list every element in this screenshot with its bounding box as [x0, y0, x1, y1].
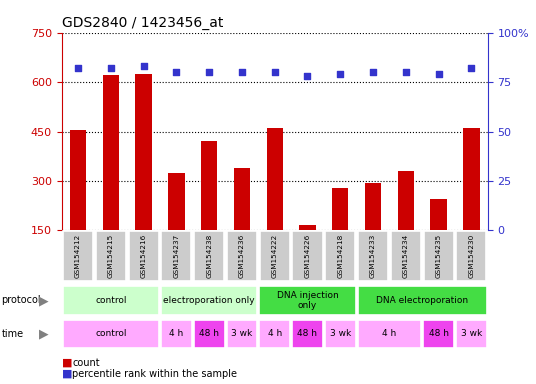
Text: 3 wk: 3 wk [461, 329, 482, 338]
Bar [292, 319, 323, 348]
Text: 48 h: 48 h [199, 329, 219, 338]
Point [74, 65, 83, 71]
Bar [325, 319, 356, 348]
Point [139, 63, 148, 70]
Bar [299, 225, 316, 280]
Text: ▶: ▶ [39, 327, 48, 340]
Bar [423, 232, 453, 281]
Text: DNA injection
only: DNA injection only [277, 291, 338, 310]
Text: GSM154237: GSM154237 [173, 234, 180, 278]
Bar [63, 286, 159, 315]
Bar [391, 232, 421, 281]
Text: ■: ■ [62, 369, 72, 379]
Bar [423, 319, 454, 348]
Point [107, 65, 115, 71]
Text: percentile rank within the sample: percentile rank within the sample [72, 369, 237, 379]
Text: GSM154226: GSM154226 [304, 234, 310, 278]
Text: GSM154222: GSM154222 [272, 234, 278, 278]
Point [271, 69, 279, 75]
Point [401, 69, 410, 75]
Bar [201, 141, 217, 280]
Point [172, 69, 181, 75]
Text: control: control [95, 329, 126, 338]
Text: 4 h: 4 h [382, 329, 397, 338]
Bar [102, 76, 119, 280]
Point [237, 69, 246, 75]
Text: GSM154212: GSM154212 [75, 234, 81, 278]
Bar [129, 232, 159, 281]
Text: count: count [72, 358, 100, 368]
Bar [259, 232, 290, 281]
Text: GSM154238: GSM154238 [206, 234, 212, 278]
Text: GSM154216: GSM154216 [140, 234, 146, 278]
Point [205, 69, 213, 75]
Bar [161, 232, 191, 281]
Text: GSM154230: GSM154230 [468, 234, 474, 278]
Text: 3 wk: 3 wk [232, 329, 252, 338]
Bar [234, 168, 250, 280]
Text: 3 wk: 3 wk [330, 329, 351, 338]
Text: 4 h: 4 h [267, 329, 282, 338]
Text: electroporation only: electroporation only [163, 296, 255, 305]
Point [303, 73, 312, 79]
Bar [136, 74, 152, 280]
Bar [325, 232, 355, 281]
Point [336, 71, 345, 77]
Text: protocol: protocol [2, 295, 41, 306]
Bar [63, 232, 93, 281]
Text: GSM154215: GSM154215 [108, 234, 114, 278]
Bar [398, 171, 414, 280]
Text: DNA electroporation: DNA electroporation [376, 296, 468, 305]
Bar [259, 319, 290, 348]
Bar [96, 232, 126, 281]
Text: ▶: ▶ [39, 294, 48, 307]
Point [434, 71, 443, 77]
Bar [456, 232, 487, 281]
Bar [358, 319, 421, 348]
Text: ■: ■ [62, 358, 72, 368]
Bar [332, 187, 348, 280]
Bar [358, 286, 487, 315]
Text: control: control [95, 296, 126, 305]
Bar [430, 199, 447, 280]
Bar [161, 286, 257, 315]
Text: GDS2840 / 1423456_at: GDS2840 / 1423456_at [62, 16, 223, 30]
Text: GSM154218: GSM154218 [337, 234, 343, 278]
Bar [227, 319, 257, 348]
Text: time: time [2, 329, 24, 339]
Text: 48 h: 48 h [429, 329, 449, 338]
Text: GSM154234: GSM154234 [403, 234, 409, 278]
Point [467, 65, 475, 71]
Text: GSM154233: GSM154233 [370, 234, 376, 278]
Bar [168, 173, 184, 280]
Bar [63, 319, 159, 348]
Bar [259, 286, 356, 315]
Bar [463, 128, 480, 280]
Bar [266, 128, 283, 280]
Point [369, 69, 377, 75]
Bar [227, 232, 257, 281]
Text: GSM154236: GSM154236 [239, 234, 245, 278]
Text: 4 h: 4 h [169, 329, 183, 338]
Bar [358, 232, 388, 281]
Bar [293, 232, 323, 281]
Text: 48 h: 48 h [297, 329, 317, 338]
Bar [193, 319, 225, 348]
Bar [194, 232, 224, 281]
Bar [161, 319, 192, 348]
Text: GSM154235: GSM154235 [436, 234, 442, 278]
Bar [70, 130, 86, 280]
Bar [456, 319, 487, 348]
Bar [365, 183, 381, 280]
